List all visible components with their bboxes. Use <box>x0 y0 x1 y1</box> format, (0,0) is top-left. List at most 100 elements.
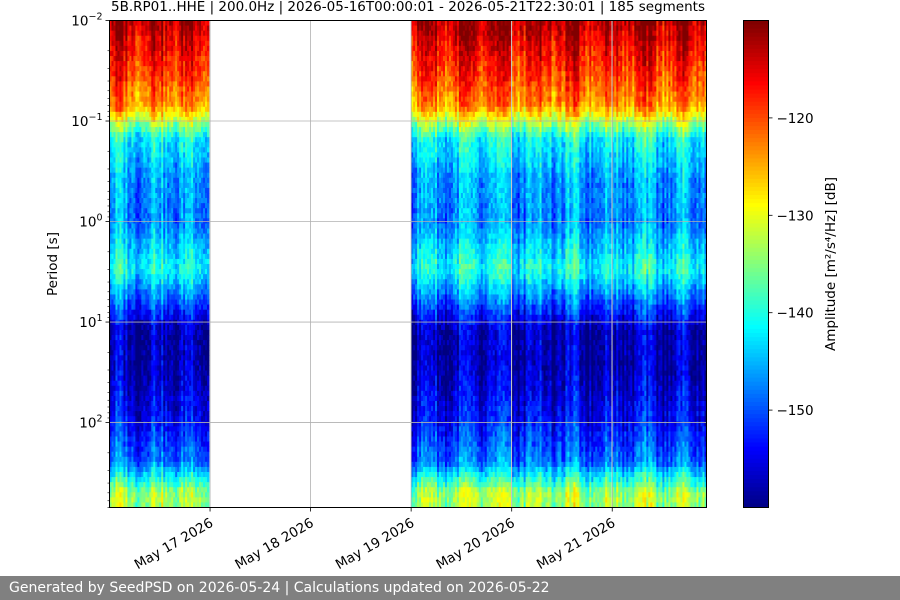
heatmap-cell <box>161 284 164 290</box>
heatmap-cell <box>123 121 126 128</box>
heatmap-cell <box>165 426 168 432</box>
heatmap-cell <box>117 167 120 174</box>
heatmap-cell <box>145 121 148 128</box>
heatmap-cell <box>155 329 158 336</box>
heatmap-cell <box>153 451 156 458</box>
heatmap-cell <box>115 147 118 153</box>
heatmap-cell <box>131 284 134 290</box>
heatmap-cell <box>109 502 112 508</box>
heatmap-cell <box>163 411 166 417</box>
heatmap-cell <box>191 446 194 453</box>
heatmap-cell <box>187 400 190 407</box>
heatmap-cell <box>147 167 150 174</box>
heatmap-cell <box>115 91 118 97</box>
heatmap-cell <box>207 198 210 204</box>
heatmap-cell <box>177 375 180 382</box>
heatmap-cell <box>135 324 138 331</box>
heatmap-cell <box>187 30 190 37</box>
heatmap-cell <box>143 248 146 255</box>
heatmap-cell <box>159 466 162 473</box>
heatmap-cell <box>165 61 168 67</box>
heatmap-cell <box>151 147 154 153</box>
heatmap-cell <box>131 238 134 245</box>
heatmap-cell <box>129 294 132 300</box>
heatmap-cell <box>193 25 196 32</box>
heatmap-cell <box>121 365 124 371</box>
heatmap-cell <box>143 456 146 463</box>
heatmap-cell <box>197 45 200 52</box>
heatmap-cell <box>205 208 208 214</box>
heatmap-cell <box>151 497 154 503</box>
heatmap-cell <box>159 172 162 179</box>
heatmap-cell <box>133 294 136 300</box>
heatmap-cell <box>169 482 172 488</box>
heatmap-cell <box>145 198 148 204</box>
heatmap-cell <box>123 502 126 508</box>
heatmap-cell <box>165 116 168 123</box>
heatmap-cell <box>117 436 120 442</box>
heatmap-cell <box>111 269 114 275</box>
heatmap-cell <box>143 466 146 473</box>
heatmap-cell <box>163 111 166 118</box>
heatmap-cell <box>191 182 194 189</box>
heatmap-cell <box>185 258 188 265</box>
heatmap-cell <box>185 365 188 371</box>
heatmap-cell <box>123 203 126 209</box>
heatmap-cell <box>161 477 164 483</box>
heatmap-cell <box>153 111 156 118</box>
heatmap-cell <box>163 137 166 143</box>
heatmap-cell <box>143 274 146 280</box>
heatmap-cell <box>203 477 206 483</box>
heatmap-cell <box>191 213 194 219</box>
heatmap-cell <box>163 365 166 371</box>
heatmap-cell <box>109 152 112 158</box>
heatmap-cell <box>177 335 180 341</box>
heatmap-cell <box>201 253 204 260</box>
heatmap-cell <box>129 111 132 118</box>
heatmap-cell <box>109 50 112 57</box>
heatmap-cell <box>177 487 180 493</box>
heatmap-cell <box>199 360 202 366</box>
heatmap-cell <box>185 269 188 275</box>
heatmap-cell <box>157 360 160 366</box>
heatmap-cell <box>205 329 208 336</box>
heatmap-cell <box>201 187 204 194</box>
heatmap-cell <box>133 355 136 361</box>
heatmap-cell <box>203 167 206 174</box>
heatmap-cell <box>207 127 210 133</box>
heatmap-cell <box>201 162 204 169</box>
heatmap-cell <box>119 360 122 366</box>
heatmap-cell <box>131 340 134 346</box>
heatmap-cell <box>117 71 120 77</box>
heatmap-cell <box>197 416 200 422</box>
heatmap-cell <box>129 446 132 453</box>
heatmap-cell <box>183 406 186 412</box>
heatmap-cell <box>159 441 162 448</box>
heatmap-cell <box>185 264 188 270</box>
heatmap-cell <box>139 198 142 204</box>
heatmap-cell <box>155 71 158 77</box>
heatmap-cell <box>171 451 174 458</box>
heatmap-cell <box>207 142 210 148</box>
heatmap-cell <box>139 269 142 275</box>
heatmap-cell <box>161 289 164 295</box>
heatmap-cell <box>111 81 114 87</box>
heatmap-cell <box>169 492 172 498</box>
heatmap-cell <box>131 147 134 153</box>
heatmap-cell <box>135 40 138 47</box>
heatmap-cell <box>109 385 112 392</box>
heatmap-cell <box>161 147 164 153</box>
heatmap-cell <box>119 370 122 376</box>
heatmap-cell <box>175 106 178 113</box>
heatmap-cell <box>175 50 178 57</box>
heatmap-cell <box>163 264 166 270</box>
heatmap-cell <box>191 360 194 366</box>
heatmap-cell <box>139 106 142 113</box>
heatmap-cell <box>187 360 190 366</box>
heatmap-cell <box>109 61 112 67</box>
heatmap-cell <box>131 279 134 285</box>
heatmap-cell <box>205 56 208 62</box>
heatmap-cell <box>157 350 160 356</box>
heatmap-cell <box>199 436 202 442</box>
heatmap-cell <box>113 106 116 113</box>
